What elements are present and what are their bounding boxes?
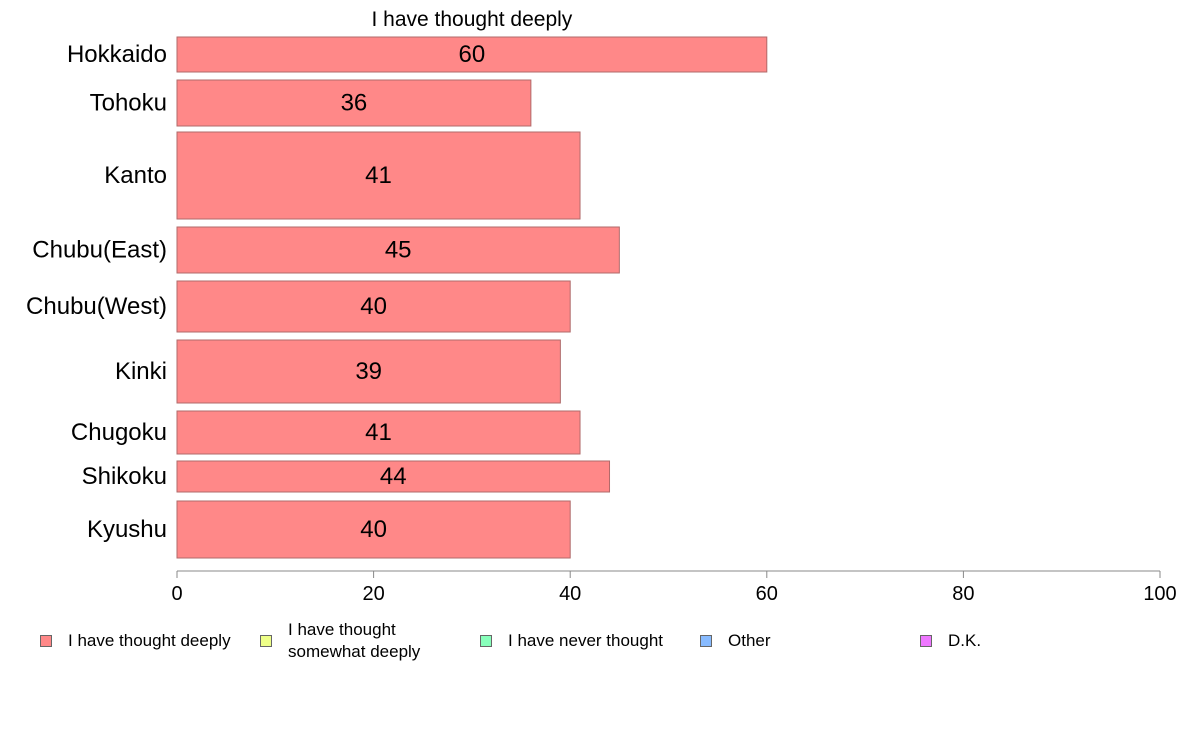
legend-label: I have never thought [508,631,664,650]
legend-item: Other [700,620,771,662]
chart-title: I have thought deeply [371,8,572,31]
category-label: Kyushu [87,516,167,543]
legend-label: D.K. [948,631,982,650]
legend-swatch [700,635,712,647]
category-label: Kinki [115,358,167,385]
legend-swatch [40,635,52,647]
category-label: Kanto [104,162,167,189]
legend-swatch [480,635,492,647]
data-label: 40 [360,293,387,320]
category-label: Shikoku [82,463,167,490]
bar-chubu-east [176,226,620,274]
bar-kanto [176,131,581,220]
x-tick-label: 40 [559,583,581,605]
data-label: 45 [385,237,412,264]
bar-chubu-west [176,280,571,333]
legend-swatch [920,635,932,647]
legend-item: I have never thought [480,620,663,662]
legend-swatch [260,635,272,647]
bar-shikoku [176,460,611,493]
category-label: Tohoku [90,90,167,117]
x-tick-label: 0 [171,583,182,605]
bar-chugoku [176,410,581,455]
data-label: 44 [380,463,407,490]
data-label: 41 [365,162,392,189]
bar-chart: I have thought deeply Hokkaido 60 Tohoku 36… [26,8,1177,605]
legend-item: I have thought somewhat deeply [260,620,420,662]
x-tick-label: 80 [952,583,974,605]
data-label: 36 [341,90,368,117]
x-tick-label: 60 [756,583,778,605]
x-tick-label: 20 [362,583,384,605]
category-label: Chubu(West) [26,293,167,320]
legend-label: I have thought somewhat deeply [288,620,421,661]
legend-label: I have thought deeply [68,631,231,650]
legend-label: Other [728,631,771,650]
category-label: Chubu(East) [32,237,167,264]
bar-kyushu [176,500,571,559]
legend-item: D.K. [920,620,981,662]
x-axis: 0 20 40 60 80 100 [171,570,1177,605]
bar-kinki [176,339,561,404]
category-label: Hokkaido [67,41,167,68]
bars-layer: Hokkaido 60 Tohoku 36 Kanto 41 Chubu(East) 45 Ch… [26,36,768,559]
bar-hokkaido [176,36,768,73]
legend-item: I have thought deeply [40,620,231,662]
data-label: 60 [459,41,486,68]
data-label: 40 [360,516,387,543]
data-label: 41 [365,419,392,446]
x-tick-label: 100 [1143,583,1176,605]
bar-tohoku [176,79,532,127]
data-label: 39 [355,358,382,385]
legend: I have thought deeply I have thought some… [0,620,1188,680]
category-label: Chugoku [71,419,167,446]
